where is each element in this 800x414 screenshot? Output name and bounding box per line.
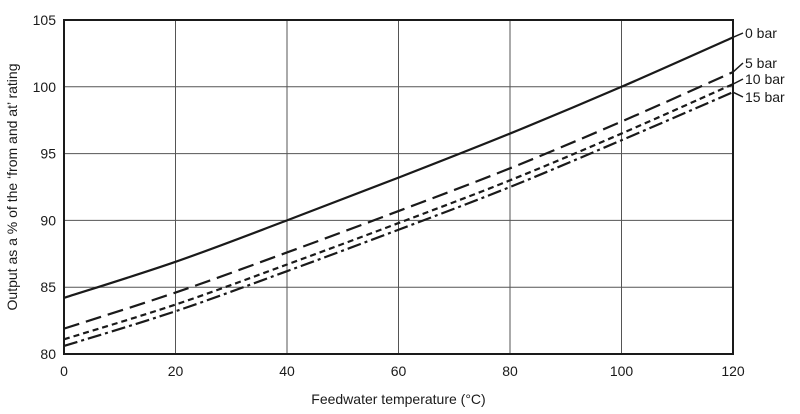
series-line (63, 91, 734, 348)
y-tick-label: 90 (40, 212, 56, 228)
series-line (63, 71, 734, 330)
x-tick-label: 40 (279, 363, 295, 379)
series-line (63, 36, 734, 299)
series-leader-line (732, 32, 744, 39)
series-leader-line (732, 91, 744, 98)
x-tick-labels: 0 20 40 60 80 100 120 (60, 363, 745, 379)
y-tick-label: 80 (40, 346, 56, 362)
y-axis-title: Output as a % of the ‘from and at’ ratin… (4, 64, 20, 311)
y-tick-label: 105 (33, 12, 57, 28)
y-tick-label: 100 (33, 79, 57, 95)
series-label: 5 bar (745, 55, 777, 71)
y-tick-label: 95 (40, 146, 56, 162)
x-tick-label: 120 (721, 363, 745, 379)
series-leader-line (732, 62, 744, 73)
series-lines (63, 36, 734, 348)
plot-frame (63, 19, 734, 355)
x-tick-label: 20 (168, 363, 184, 379)
x-tick-label: 80 (502, 363, 518, 379)
y-tick-label: 85 (40, 279, 56, 295)
series-label: 0 bar (745, 25, 777, 41)
series-leader-line (732, 78, 744, 85)
series-label: 10 bar (745, 71, 785, 87)
x-tick-label: 0 (60, 363, 68, 379)
x-axis-title: Feedwater temperature (°C) (311, 391, 485, 407)
y-tick-labels: 80 85 90 95 100 105 (33, 12, 57, 362)
x-tick-label: 100 (610, 363, 634, 379)
grid (64, 20, 733, 354)
x-tick-label: 60 (391, 363, 407, 379)
series-label: 15 bar (745, 89, 785, 105)
series-line (63, 83, 734, 341)
